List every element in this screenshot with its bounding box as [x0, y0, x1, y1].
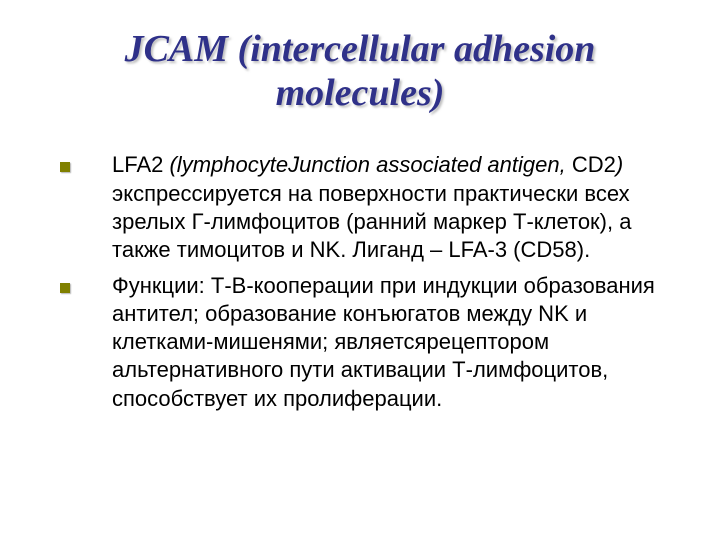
list-item: LFA2 (lymphocyteJunction associated anti…	[60, 151, 670, 264]
bullet-icon	[60, 162, 70, 172]
list-item-text: Функции: Т-В-кооперации при индукции обр…	[112, 272, 670, 413]
text-run: CD2	[572, 152, 616, 177]
list-item-text: LFA2 (lymphocyteJunction associated anti…	[112, 151, 670, 264]
text-run-italic: (lymphocyteJunction associated antigen,	[169, 152, 571, 177]
slide-root: JCAM (intercellular adhesion molecules) …	[0, 0, 720, 540]
text-run: LFA2	[112, 152, 169, 177]
list-item: Функции: Т-В-кооперации при индукции обр…	[60, 272, 670, 413]
text-run: экспрессируется на поверхности практичес…	[112, 181, 631, 262]
text-run-italic: )	[616, 152, 623, 177]
bullet-icon	[60, 283, 70, 293]
slide-body: LFA2 (lymphocyteJunction associated anti…	[30, 151, 690, 412]
slide-title: JCAM (intercellular adhesion molecules)	[30, 28, 690, 115]
